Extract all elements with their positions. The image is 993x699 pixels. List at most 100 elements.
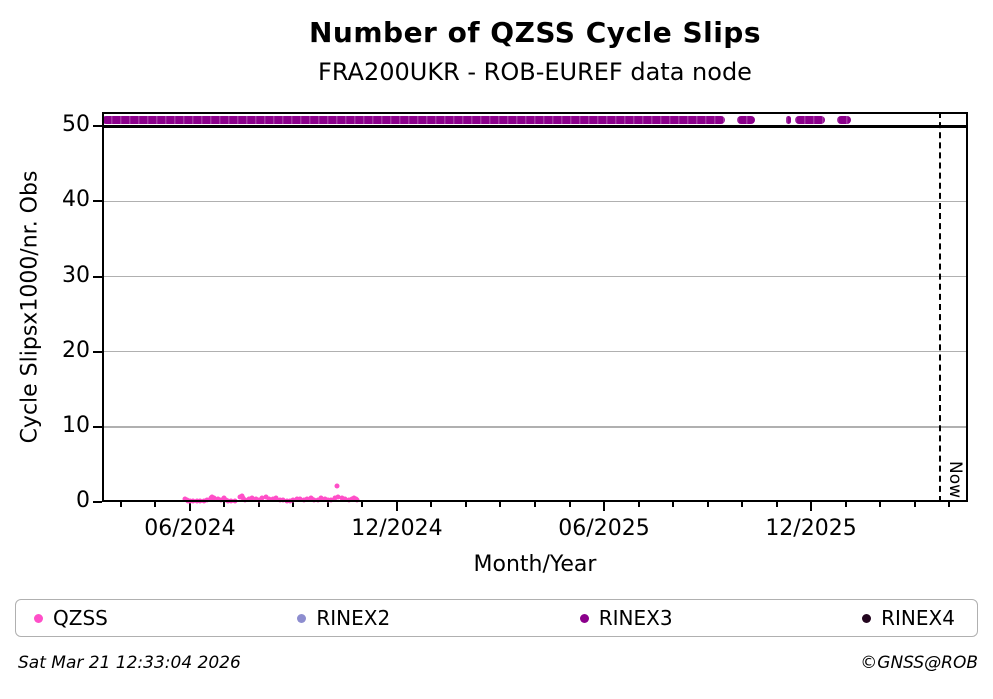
footer-credit: ©GNSS@ROB xyxy=(860,653,978,673)
x-tick-minor xyxy=(499,502,502,507)
x-tick-label: 06/2025 xyxy=(558,516,650,541)
x-tick-label: 12/2025 xyxy=(765,516,857,541)
footer-timestamp: Sat Mar 21 12:33:04 2026 xyxy=(18,653,241,673)
data-point-qzss xyxy=(354,497,360,503)
data-point-qzss xyxy=(246,496,252,502)
rinex4-marker-icon xyxy=(862,613,872,623)
x-tick-minor xyxy=(879,502,882,507)
data-point-qzss xyxy=(253,496,259,502)
rinex3-band-segment xyxy=(737,116,756,125)
data-point-qzss xyxy=(297,496,303,502)
y-tick-label: 40 xyxy=(62,187,90,213)
x-tick-minor xyxy=(154,502,157,507)
legend-label-rinex3: RINEX3 xyxy=(598,606,673,630)
legend-label-rinex2: RINEX2 xyxy=(316,606,391,630)
x-tick-minor xyxy=(913,502,916,507)
grid-line xyxy=(102,275,968,278)
rinex3-band-segment xyxy=(795,116,826,125)
chart-subtitle: FRA200UKR - ROB-EUREF data node xyxy=(318,58,752,86)
x-tick-minor xyxy=(948,502,951,507)
data-point-qzss xyxy=(342,496,348,502)
rinex3-band-segment xyxy=(785,116,791,125)
x-tick-minor xyxy=(326,502,329,507)
x-tick-minor xyxy=(844,502,847,507)
y-tick xyxy=(93,425,102,428)
grid-line xyxy=(102,350,968,353)
y-tick xyxy=(93,275,102,278)
y-tick xyxy=(93,501,102,503)
x-tick-minor xyxy=(430,502,433,507)
legend-entry-rinex4: RINEX4 xyxy=(862,606,955,630)
data-point-qzss xyxy=(211,495,217,501)
x-tick-minor xyxy=(637,502,640,507)
x-axis-title: Month/Year xyxy=(473,552,597,577)
legend: QZSS RINEX2 RINEX3 RINEX4 xyxy=(15,599,978,637)
rinex3-band-segment xyxy=(836,116,852,125)
data-point-qzss xyxy=(277,497,283,503)
data-point-qzss xyxy=(266,496,272,502)
data-point-qzss xyxy=(339,495,345,501)
data-point-qzss xyxy=(249,495,255,501)
now-line xyxy=(939,112,942,502)
data-point-qzss xyxy=(325,497,331,503)
data-point-qzss xyxy=(259,495,265,501)
legend-entry-rinex2: RINEX2 xyxy=(297,606,390,630)
qzss-marker-icon xyxy=(34,613,43,623)
x-tick-minor xyxy=(257,502,260,507)
data-point-qzss xyxy=(315,497,321,503)
data-point-qzss xyxy=(270,496,276,502)
y-tick-label: 30 xyxy=(62,262,90,288)
x-tick-minor xyxy=(292,502,295,507)
rinex3-band-segment xyxy=(102,116,726,125)
grid-line xyxy=(102,200,968,203)
x-tick-major xyxy=(395,502,398,511)
now-line-label: Now xyxy=(945,460,966,498)
x-tick-major xyxy=(810,502,813,511)
data-point-qzss xyxy=(215,496,221,502)
data-point-qzss xyxy=(318,495,324,501)
legend-label-rinex4: RINEX4 xyxy=(881,606,955,630)
data-point-qzss xyxy=(322,496,328,502)
y-tick-label: 10 xyxy=(62,412,90,438)
x-tick-minor xyxy=(775,502,778,507)
y-tick-label: 0 xyxy=(76,488,90,513)
x-tick-minor xyxy=(534,502,536,507)
data-point-qzss xyxy=(346,497,352,503)
x-tick-minor xyxy=(223,502,226,507)
legend-label-qzss: QZSS xyxy=(53,606,108,630)
data-point-qzss xyxy=(304,496,310,502)
x-tick-label: 06/2024 xyxy=(144,516,236,541)
y-tick-label: 20 xyxy=(62,337,90,363)
x-tick-minor xyxy=(568,502,571,507)
x-tick-major xyxy=(603,502,605,511)
plot-frame xyxy=(102,112,968,502)
legend-entry-rinex3: RINEX3 xyxy=(579,606,673,630)
data-point-qzss xyxy=(204,497,210,503)
x-tick-minor xyxy=(464,502,467,507)
x-tick-minor xyxy=(672,502,674,507)
data-point-qzss xyxy=(273,495,279,501)
data-point-qzss xyxy=(294,496,300,502)
x-tick-minor xyxy=(361,502,364,507)
x-tick-major xyxy=(188,502,191,511)
data-point-qzss xyxy=(263,494,269,500)
data-point-qzss xyxy=(232,498,238,504)
x-tick-label: 12/2024 xyxy=(351,516,443,541)
x-tick-minor xyxy=(119,502,122,507)
y-tick xyxy=(93,350,102,353)
grid-line xyxy=(102,426,968,428)
rinex2-marker-icon xyxy=(297,613,307,623)
plot-area: 06/2024 12/2024 06/2025 12/2025 Now xyxy=(93,112,968,541)
chart-title: Number of QZSS Cycle Slips xyxy=(308,16,762,49)
x-tick-minor xyxy=(741,502,743,507)
data-point-qzss xyxy=(332,495,338,501)
y-tick-label: 50 xyxy=(62,112,90,138)
y-tick xyxy=(93,200,102,203)
x-tick-minor xyxy=(706,502,709,507)
rinex3-marker-icon xyxy=(579,613,589,623)
data-point-qzss xyxy=(301,497,307,503)
data-point-qzss xyxy=(242,497,248,503)
cap-line-50 xyxy=(102,125,968,128)
legend-entry-qzss: QZSS xyxy=(34,606,108,630)
